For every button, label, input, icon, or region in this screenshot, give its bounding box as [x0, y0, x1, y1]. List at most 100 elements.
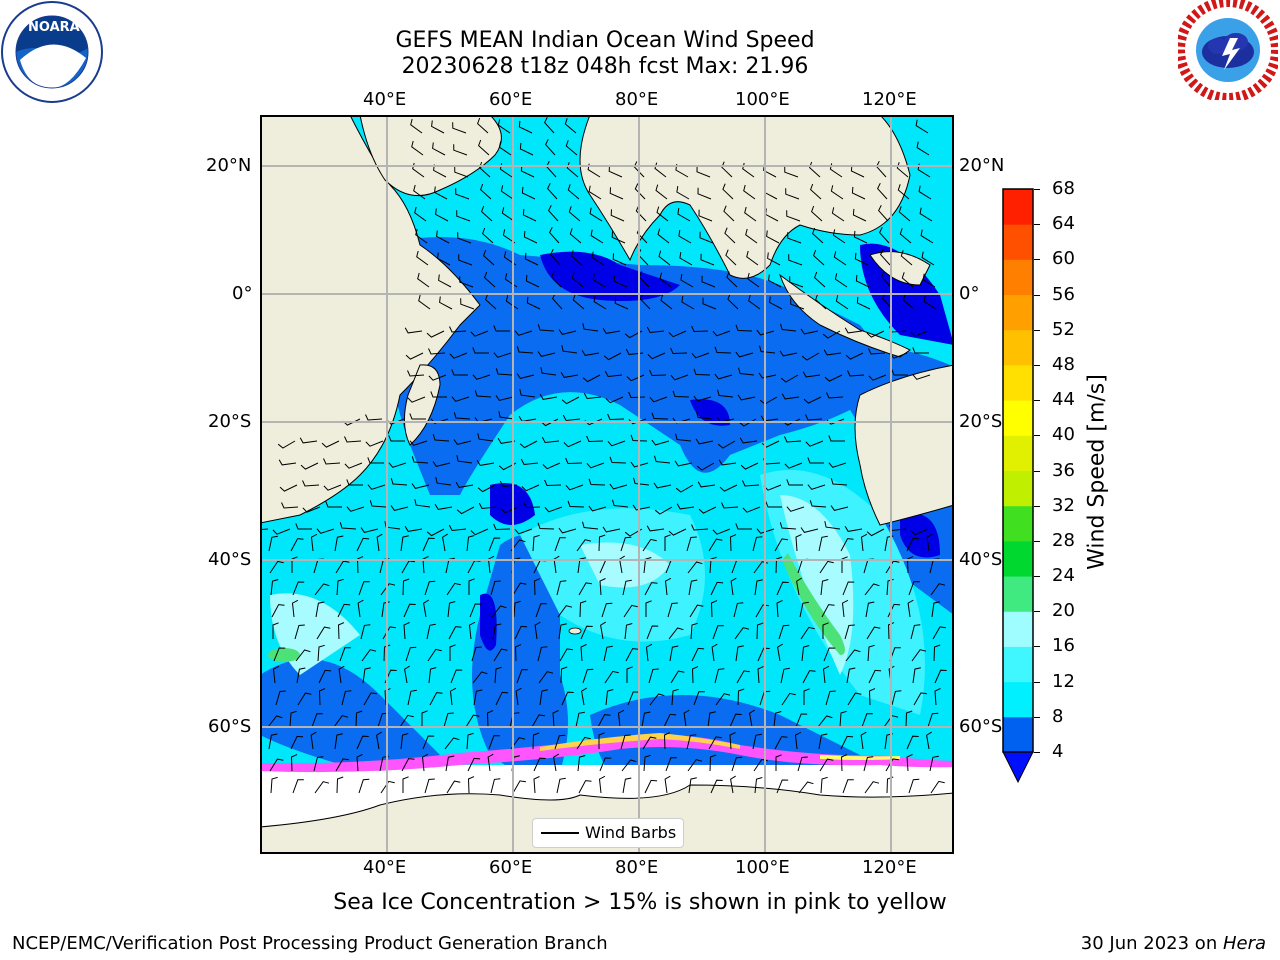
wind-barb — [868, 348, 886, 355]
wind-barb — [426, 330, 445, 338]
wind-barb — [799, 601, 809, 618]
wind-barb — [752, 733, 762, 750]
wind-barb — [723, 205, 735, 222]
wind-barb — [657, 228, 670, 244]
wind-barb — [621, 759, 637, 772]
wind-barb — [469, 603, 482, 618]
wind-barb — [780, 667, 790, 684]
wind-barb — [453, 439, 472, 445]
wind-barb — [676, 186, 690, 200]
wind-barb — [474, 390, 492, 398]
wind-barb — [430, 391, 447, 398]
wind-barb — [533, 776, 540, 794]
wind-barb — [844, 624, 855, 640]
wind-barb — [418, 294, 431, 310]
wind-barb — [786, 210, 801, 222]
wind-barb — [599, 578, 606, 596]
wind-barb — [505, 295, 519, 310]
colorbar-tick-mark — [1034, 681, 1040, 683]
colorbar-segment — [1003, 540, 1033, 577]
wind-barb — [612, 253, 627, 266]
wind-barb — [931, 601, 940, 618]
wind-barb — [456, 455, 473, 464]
wind-barb — [435, 208, 449, 222]
wind-barb — [866, 626, 881, 640]
colorbar-segment — [1003, 400, 1033, 436]
wind-barb — [428, 348, 446, 355]
colorbar-tick-label: 20 — [1052, 600, 1075, 622]
wind-barb — [317, 644, 325, 662]
wind-barb — [781, 692, 796, 706]
wind-barb — [710, 600, 718, 618]
lon-label-top-120E: 120°E — [862, 89, 917, 110]
wind-barb — [612, 499, 629, 508]
wind-barb — [868, 669, 882, 684]
wind-barb — [915, 119, 929, 134]
wind-barb — [514, 644, 522, 662]
wind-barb — [268, 733, 278, 750]
wind-barb — [514, 330, 533, 336]
wind-barb — [670, 670, 685, 684]
wind-barb — [476, 460, 495, 466]
wind-barb — [586, 462, 605, 469]
wind-barb — [453, 144, 468, 156]
wind-barb — [519, 389, 536, 398]
wind-barb — [916, 141, 930, 156]
wind-barb — [576, 539, 592, 552]
colorbar-segment — [1003, 364, 1033, 401]
wind-barb — [712, 528, 731, 535]
wind-barb — [576, 736, 591, 750]
wind-barb — [664, 775, 671, 794]
wind-barb — [776, 581, 789, 596]
wind-barb — [712, 330, 731, 337]
wind-barb — [402, 578, 410, 596]
wind-barb — [774, 736, 788, 750]
wind-barb — [855, 274, 870, 288]
wind-barb — [477, 117, 489, 134]
colorbar-segment — [1003, 435, 1033, 471]
wind-barb — [623, 604, 638, 618]
wind-barb — [422, 735, 435, 750]
wind-barb — [860, 731, 867, 750]
wind-barb — [607, 413, 625, 421]
colorbar-tick-mark — [1034, 259, 1040, 261]
wind-barb — [421, 753, 429, 772]
wind-barb — [690, 622, 698, 640]
wind-barb — [603, 352, 622, 361]
colorbar-segment — [1003, 329, 1033, 366]
wind-barb — [455, 482, 474, 488]
wind-barb — [868, 374, 887, 381]
wind-barb — [756, 528, 775, 534]
colorbar-tick-label: 44 — [1052, 389, 1075, 411]
wind-barb — [802, 670, 816, 684]
wind-barb — [785, 188, 800, 200]
wind-barb — [856, 296, 871, 310]
wind-barb — [356, 537, 370, 552]
wind-barb — [466, 732, 474, 750]
colorbar-tick-label: 8 — [1052, 705, 1064, 727]
wind-barb — [296, 667, 306, 684]
wind-barb — [790, 298, 805, 310]
wind-barb — [588, 505, 607, 512]
wind-barb — [729, 713, 742, 728]
wind-barb — [401, 758, 415, 772]
wind-barb — [422, 537, 435, 552]
map-subtitle: 20230628 t18z 048h fcst Max: 21.96 — [401, 54, 809, 79]
wind-barb — [414, 499, 431, 508]
wind-barb — [361, 649, 377, 662]
wind-barb — [532, 732, 540, 750]
wind-barb — [449, 352, 468, 359]
wind-barb — [697, 481, 716, 488]
wind-barb — [537, 351, 556, 357]
wind-barb — [432, 434, 450, 442]
wind-barb — [864, 583, 880, 596]
lat-label-left-0: 0° — [232, 283, 253, 304]
wind-barb — [725, 249, 737, 266]
wind-barb — [658, 250, 671, 266]
wind-barb — [310, 731, 317, 750]
wind-barb — [478, 139, 490, 156]
wind-barb — [409, 413, 426, 420]
wind-barb — [537, 324, 555, 332]
wind-barb — [912, 667, 921, 684]
lon-label-top-40E: 40°E — [363, 89, 407, 110]
